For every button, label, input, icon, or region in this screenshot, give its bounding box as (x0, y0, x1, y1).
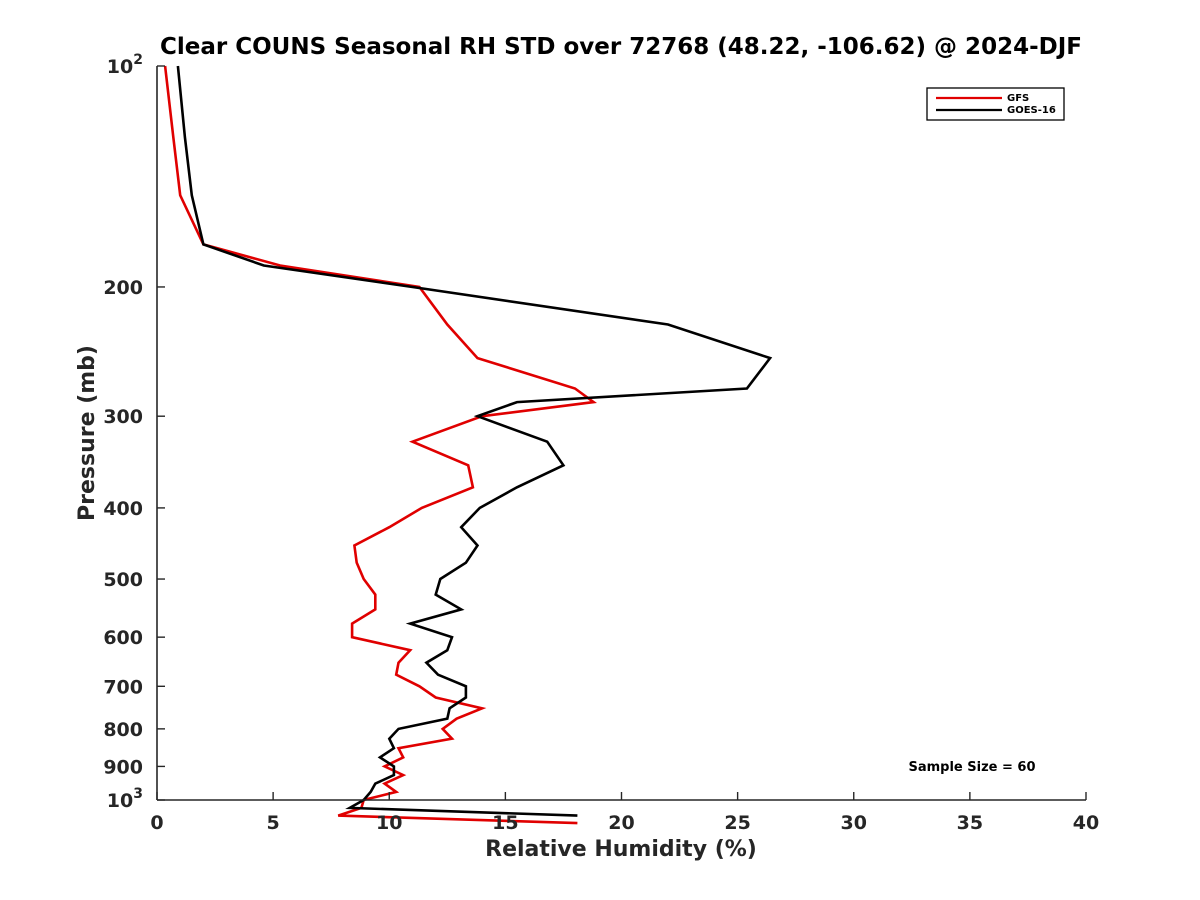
x-tick-label: 40 (1073, 812, 1099, 834)
x-ticks: 0 5 10 15 20 25 30 35 40 (150, 792, 1099, 834)
series-line-goes16 (176, 65, 773, 817)
y-tick-label: 700 (103, 676, 143, 698)
chart-title: Clear COUNS Seasonal RH STD over 72768 (… (160, 34, 1082, 60)
y-tick-label: 300 (103, 406, 143, 428)
y-tick-label: 800 (103, 719, 143, 741)
plot-area: 0 5 10 15 20 25 30 35 40 102 200 300 400 500 600 700 80… (103, 52, 1099, 834)
y-tick-label: 600 (103, 627, 143, 649)
y-tick-label: 500 (103, 569, 143, 591)
legend-label-goes16: GOES-16 (1007, 105, 1056, 116)
series-layer (163, 65, 773, 825)
x-tick-label: 35 (957, 812, 983, 834)
y-tick-label: 102 (107, 52, 143, 78)
series-line-gfs (163, 65, 598, 825)
x-tick-label: 5 (267, 812, 280, 834)
y-tick-label: 103 (107, 786, 143, 812)
y-tick-label: 200 (103, 277, 143, 299)
x-tick-label: 0 (150, 812, 163, 834)
x-axis-label: Relative Humidity (%) (485, 837, 757, 862)
y-tick-label: 400 (103, 498, 143, 520)
legend-box (926, 87, 1065, 121)
legend-label-gfs: GFS (1007, 93, 1029, 104)
sample-size-annotation: Sample Size = 60 (908, 760, 1035, 775)
x-tick-label: 30 (841, 812, 867, 834)
x-tick-label: 25 (724, 812, 750, 834)
axes-background (157, 66, 1086, 800)
y-axis-label: Pressure (mb) (75, 345, 100, 521)
x-tick-label: 15 (492, 812, 518, 834)
y-tick-label: 900 (103, 756, 143, 778)
y-ticks: 102 200 300 400 500 600 700 800 900 103 (103, 52, 165, 812)
legend: GFS GOES-16 (926, 87, 1065, 121)
x-tick-label: 10 (376, 812, 402, 834)
x-tick-label: 20 (608, 812, 634, 834)
